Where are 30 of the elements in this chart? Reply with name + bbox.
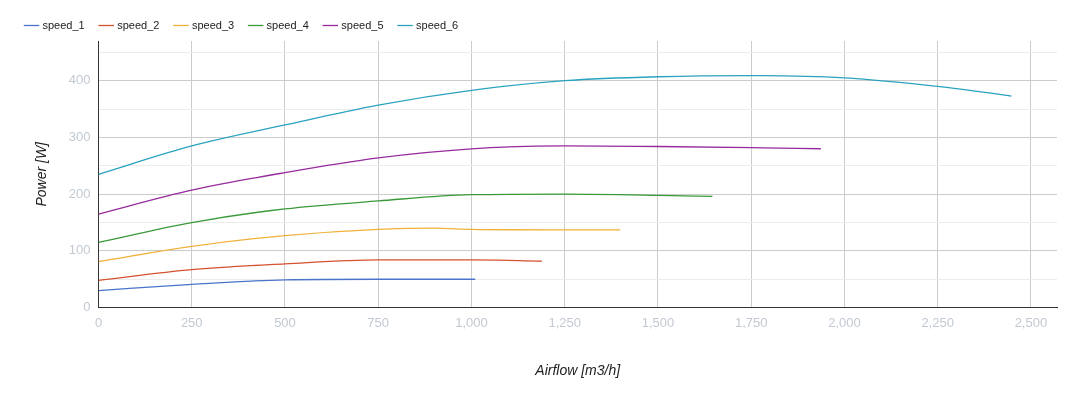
line-series bbox=[98, 74, 1013, 175]
line-series bbox=[98, 278, 476, 292]
y-tick-label: 200 bbox=[68, 185, 91, 201]
y-tick-label: 400 bbox=[68, 72, 91, 88]
x-tick-label: 1,000 bbox=[455, 314, 488, 330]
legend-label: speed_1 bbox=[42, 18, 85, 31]
y-tick-label: 300 bbox=[68, 129, 91, 145]
y-tick-label: 100 bbox=[68, 242, 91, 258]
legend-label: speed_4 bbox=[266, 18, 309, 31]
y-tick-label: 0 bbox=[83, 299, 91, 315]
x-axis-title: Airflow [m3/h] bbox=[534, 362, 622, 379]
legend-label: speed_3 bbox=[191, 18, 235, 31]
x-tick-label: 2,000 bbox=[828, 314, 861, 330]
legend-label: speed_2 bbox=[117, 18, 160, 31]
x-tick-label: 1,250 bbox=[548, 314, 581, 330]
line-series bbox=[98, 145, 822, 215]
x-tick-label: 2,500 bbox=[1014, 314, 1048, 330]
x-tick-label: 1,750 bbox=[734, 314, 768, 330]
x-tick-label: 250 bbox=[180, 314, 203, 330]
x-tick-label: 750 bbox=[367, 314, 390, 330]
legend-label: speed_6 bbox=[416, 18, 459, 31]
line-series bbox=[98, 193, 714, 244]
y-axis-title: Power [W] bbox=[33, 140, 50, 207]
x-tick-label: 1,500 bbox=[641, 314, 675, 330]
line-series bbox=[98, 227, 621, 263]
line-series bbox=[98, 259, 543, 282]
x-tick-label: 500 bbox=[274, 314, 296, 330]
x-tick-label: 2,250 bbox=[921, 314, 954, 330]
x-tick-label: 0 bbox=[94, 314, 103, 330]
legend-label: speed_5 bbox=[341, 18, 384, 31]
